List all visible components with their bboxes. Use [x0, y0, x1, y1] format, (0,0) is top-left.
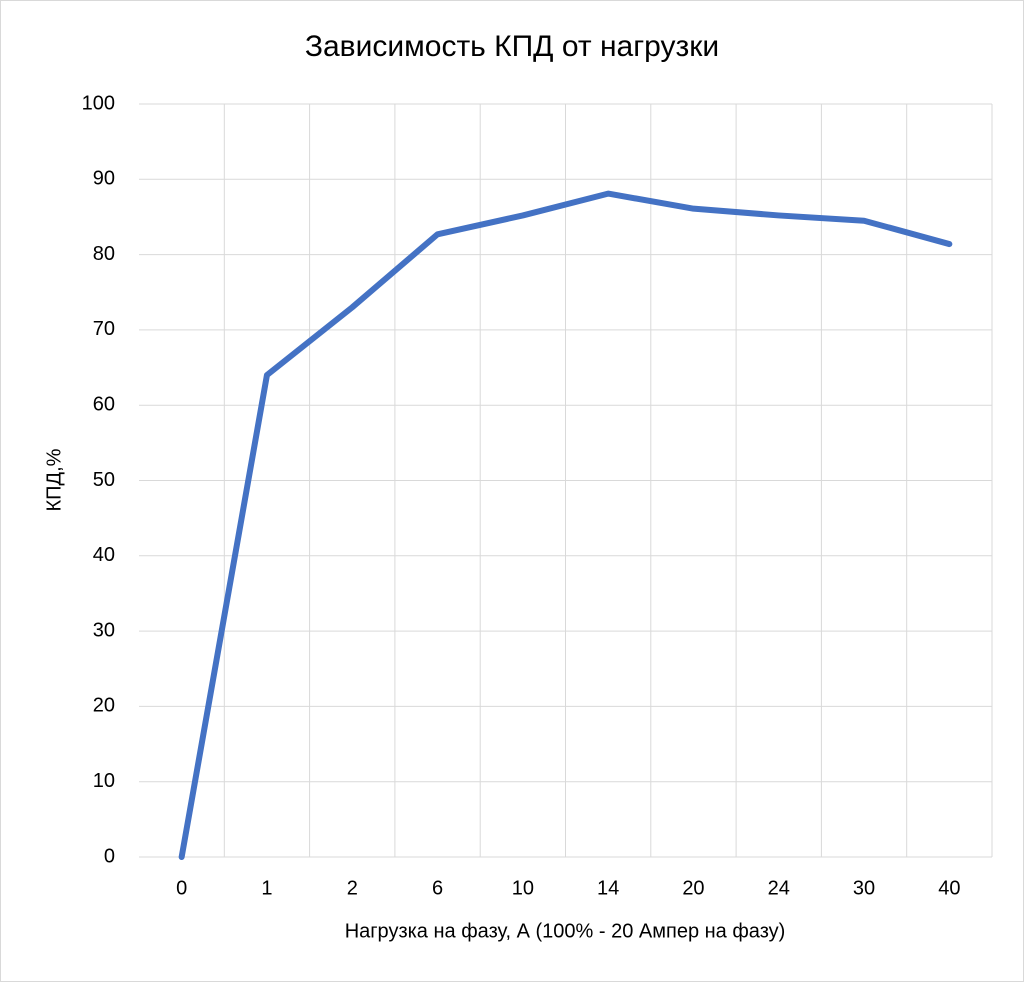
x-tick-label: 6 [432, 877, 443, 899]
x-tick-label: 14 [597, 877, 619, 899]
y-tick-label: 40 [93, 544, 115, 566]
y-tick-label: 50 [93, 469, 115, 491]
x-tick-label: 40 [938, 877, 960, 899]
y-tick-label: 80 [93, 243, 115, 265]
y-tick-label: 60 [93, 393, 115, 415]
y-tick-label: 70 [93, 318, 115, 340]
y-tick-label: 10 [93, 770, 115, 792]
y-tick-label: 90 [93, 168, 115, 190]
x-tick-label: 1 [261, 877, 272, 899]
y-tick-label: 0 [104, 845, 115, 867]
x-axis-label: Нагрузка на фазу, А (100% - 20 Ампер на … [345, 920, 786, 942]
y-tick-label: 100 [82, 92, 115, 114]
x-tick-label: 2 [347, 877, 358, 899]
y-axis-label: КПД,% [43, 448, 65, 511]
x-tick-label: 24 [768, 877, 790, 899]
y-tick-label: 20 [93, 695, 115, 717]
x-tick-label: 10 [512, 877, 534, 899]
series-line [178, 190, 953, 860]
x-tick-label: 20 [682, 877, 704, 899]
x-tick-label: 0 [176, 877, 187, 899]
x-tick-label: 30 [853, 877, 875, 899]
y-tick-label: 30 [93, 619, 115, 641]
chart-title: Зависимость КПД от нагрузки [305, 30, 719, 63]
